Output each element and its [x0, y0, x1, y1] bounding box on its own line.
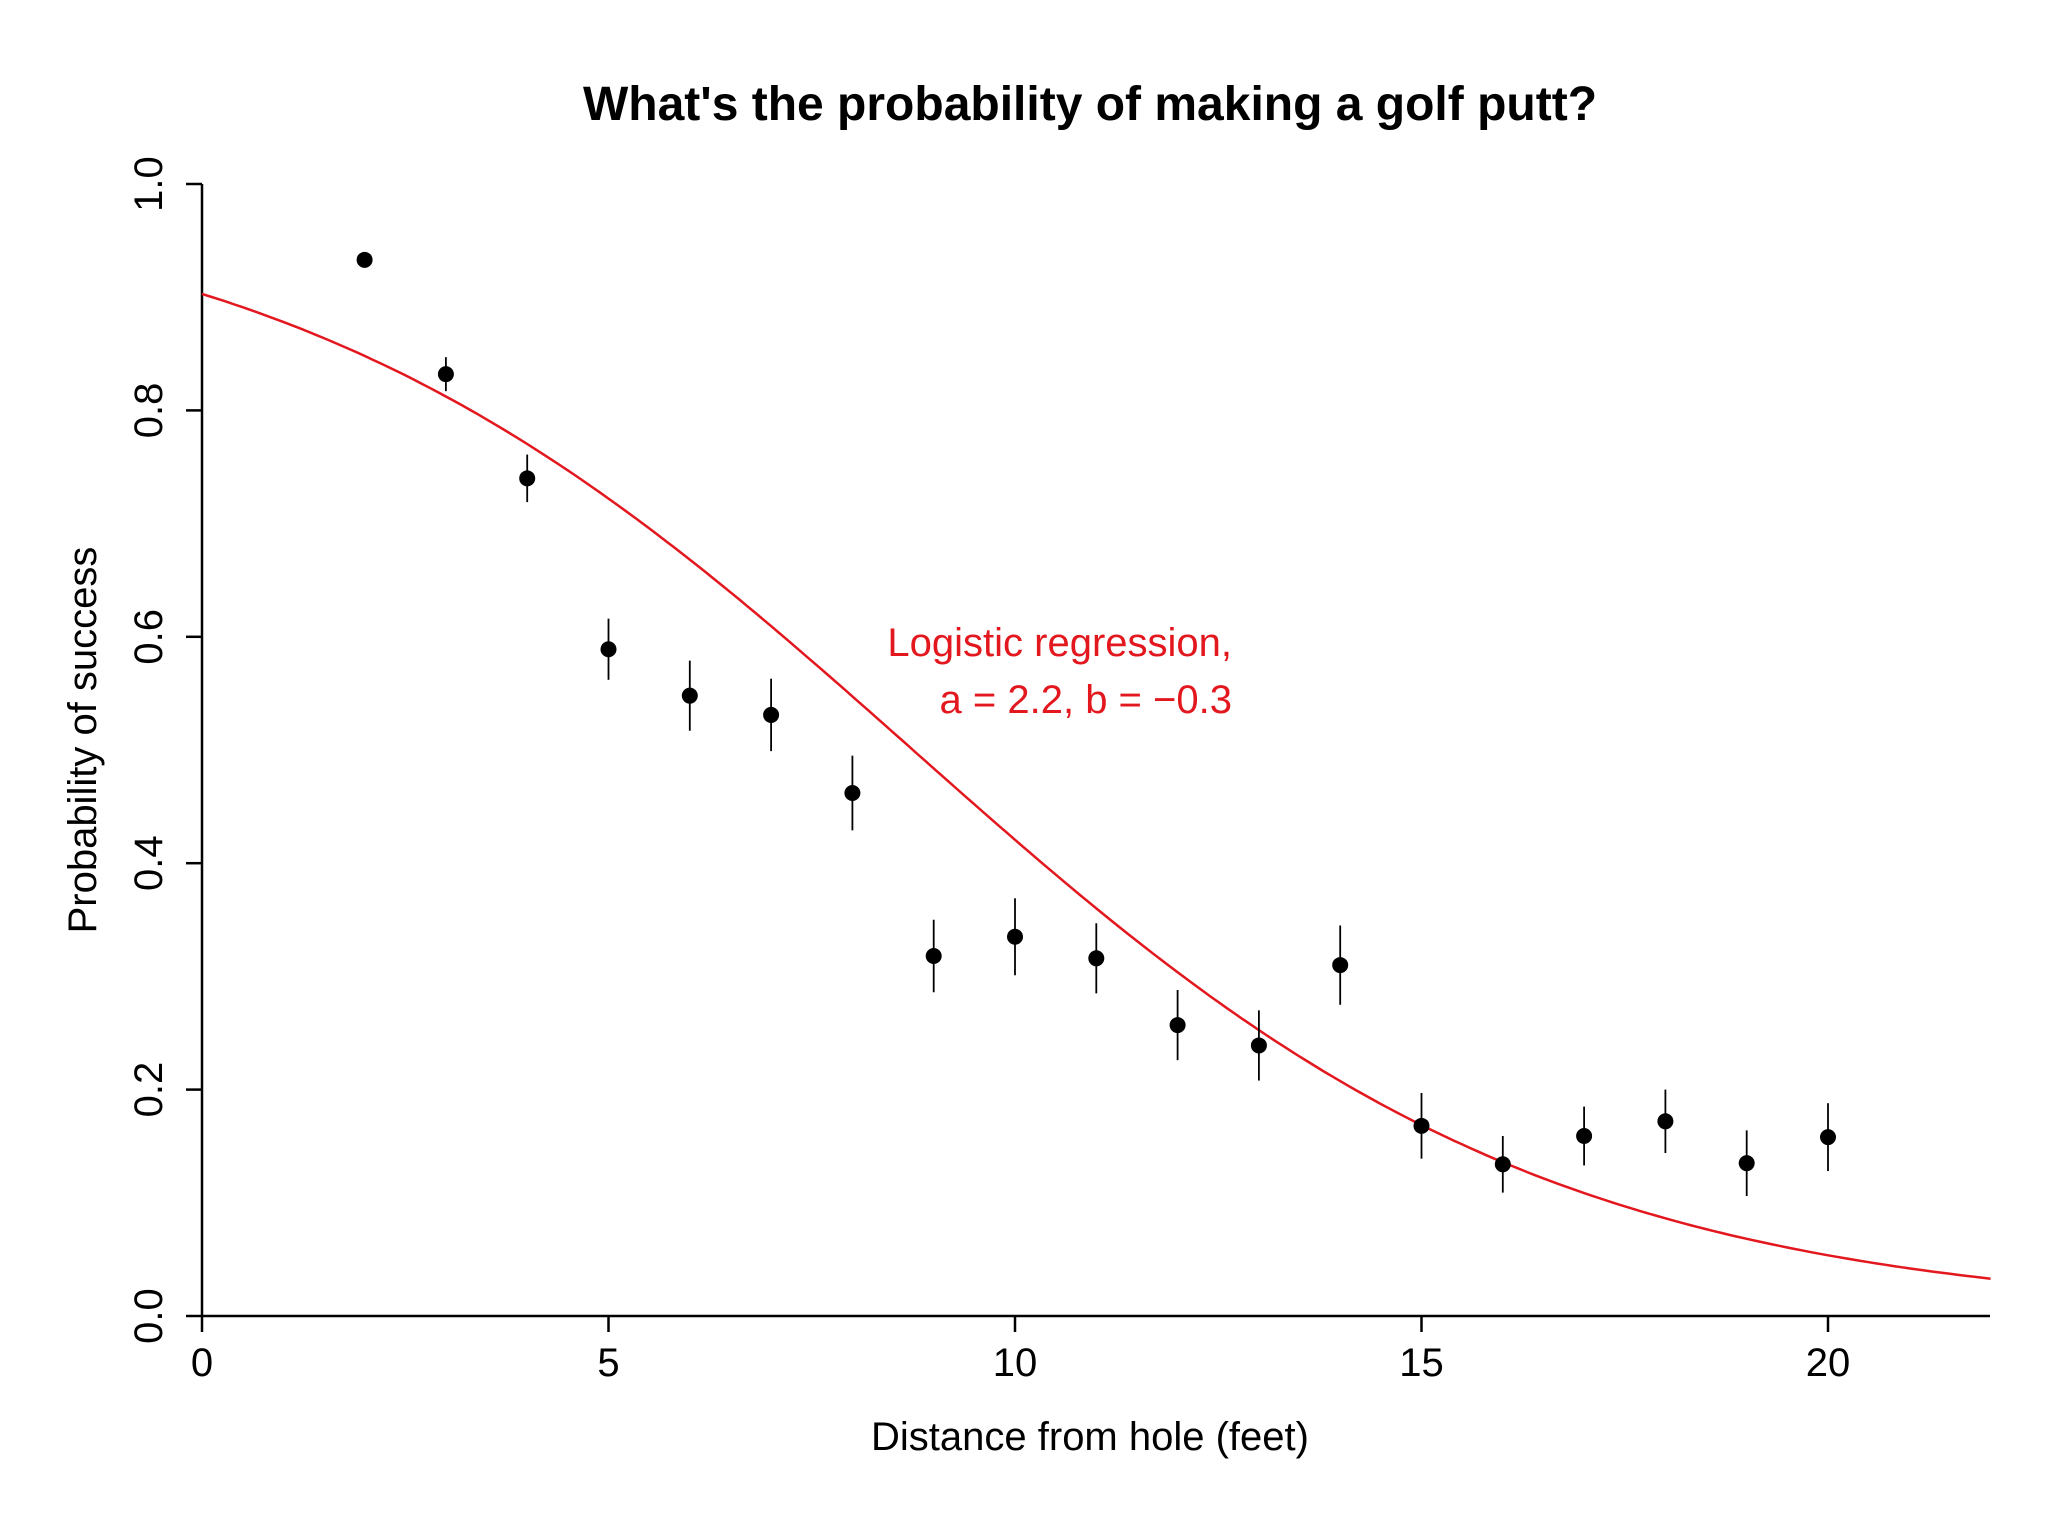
data-point-2: [356, 251, 373, 268]
data-point-13: [1250, 1037, 1267, 1054]
x-axis-title: Distance from hole (feet): [871, 1415, 1309, 1459]
data-point-18: [1657, 1113, 1674, 1130]
data-point-12: [1169, 1017, 1186, 1034]
data-point-10: [1007, 928, 1023, 945]
fit-annotation-line-2: a = 2.2, b = −0.3: [940, 678, 1232, 722]
data-point-17: [1576, 1128, 1593, 1145]
logistic-fit-curve: [201, 292, 1991, 1280]
fit-annotation-line-1: Logistic regression,: [887, 621, 1232, 665]
data-point-14: [1332, 957, 1349, 974]
x-tick-label-0: 0: [191, 1341, 213, 1385]
x-tick-label-5: 5: [597, 1341, 619, 1385]
fit-curve-layer: [201, 292, 1991, 1280]
y-tick-label-1: 1.0: [127, 156, 171, 212]
data-point-6: [681, 687, 698, 704]
y-axis-title: Probability of success: [61, 547, 105, 934]
axes: 0 5 10 15 20 0.0 0.2 0.4 0.6 0.8 1.0: [127, 156, 1990, 1385]
chart-title: What's the probability of making a golf …: [583, 78, 1597, 131]
x-tick-label-20: 20: [1806, 1341, 1851, 1385]
y-tick-label-0.4: 0.4: [127, 835, 171, 891]
x-tick-label-10: 10: [993, 1341, 1038, 1385]
data-point-16: [1494, 1156, 1511, 1173]
x-tick-label-15: 15: [1399, 1341, 1444, 1385]
data-point-19: [1738, 1155, 1755, 1172]
data-point-3: [437, 366, 454, 383]
y-tick-label-0: 0.0: [127, 1288, 171, 1344]
y-tick-label-0.6: 0.6: [127, 609, 171, 665]
data-point-7: [763, 706, 780, 723]
data-point-8: [844, 785, 861, 802]
data-point-9: [925, 948, 942, 965]
data-point-15: [1413, 1117, 1430, 1134]
data-point-11: [1088, 950, 1105, 967]
data-point-20: [1820, 1129, 1836, 1146]
data-points-layer: [356, 251, 1836, 1197]
y-tick-label-0.2: 0.2: [127, 1062, 171, 1118]
data-point-4: [519, 470, 536, 487]
y-tick-label-0.8: 0.8: [127, 383, 171, 439]
data-point-5: [600, 641, 617, 658]
